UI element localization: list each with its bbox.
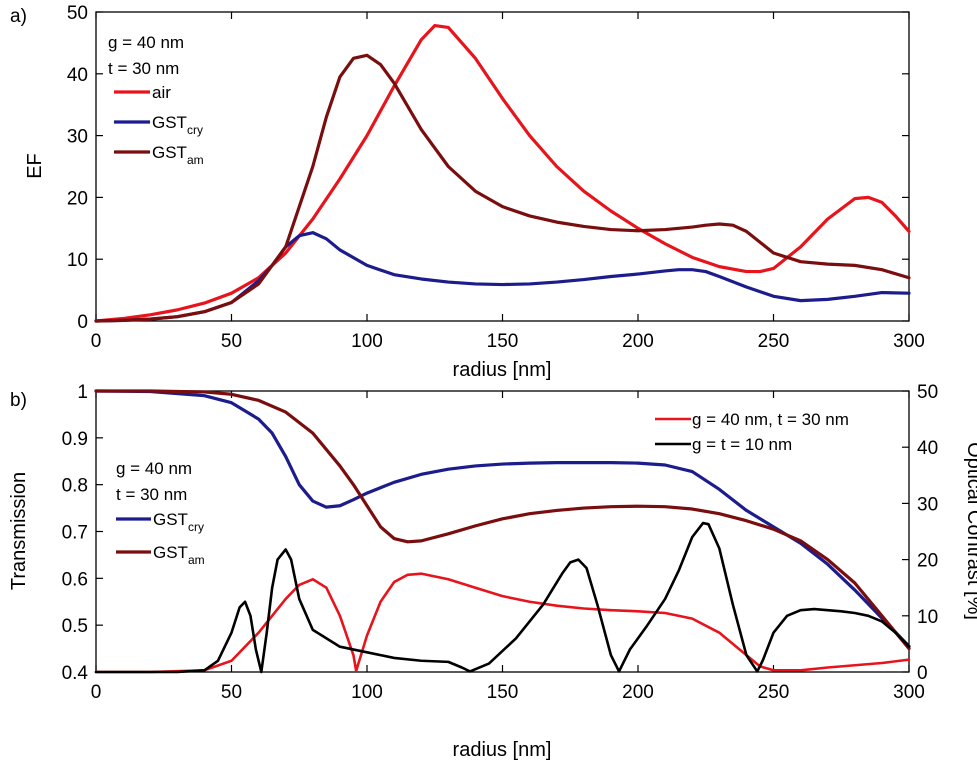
x-tick-label: 150 bbox=[487, 331, 519, 352]
series-line-g-t-10-nm bbox=[94, 521, 911, 674]
y-axis-label-a: EF bbox=[24, 153, 46, 179]
x-tick-label: 300 bbox=[893, 682, 925, 703]
legend-label-contrast-10: g = t = 10 nm bbox=[692, 435, 792, 454]
series-line-gst-am bbox=[94, 53, 911, 323]
annotation-thickness-a: t = 30 nm bbox=[108, 59, 179, 78]
panel-a: a) 0 50 100 150 200 250 300 0 10 20 30 40 50 radius… bbox=[10, 3, 925, 381]
legend-b-left: g = 40 nm t = 30 nm GSTcry GSTam bbox=[116, 459, 205, 567]
annotation-thickness-b: t = 30 nm bbox=[116, 485, 187, 504]
y-tick-label: 20 bbox=[67, 188, 88, 209]
legend-b-right: g = 40 nm, t = 30 nm g = t = 10 nm bbox=[655, 410, 849, 454]
y2-tick-label: 40 bbox=[917, 438, 938, 459]
y-tick-label: 0.6 bbox=[62, 569, 88, 590]
legend-label-gst-cry-b: GSTcry bbox=[153, 510, 204, 534]
legend-label-gst-am-b: GSTam bbox=[153, 543, 205, 567]
y-tick-label: 30 bbox=[67, 127, 88, 148]
legend-a: g = 40 nm t = 30 nm air GSTcry GSTam bbox=[108, 33, 204, 167]
plot-frame-a bbox=[95, 11, 910, 322]
x-ticks-b: 0 50 100 150 200 250 300 bbox=[91, 391, 925, 703]
x-tick-label: 50 bbox=[221, 682, 242, 703]
x-tick-label: 150 bbox=[487, 682, 519, 703]
x-tick-label: 100 bbox=[351, 331, 383, 352]
series-line-gst-cry bbox=[94, 389, 911, 648]
y-tick-label: 0 bbox=[77, 312, 88, 333]
y2-tick-label: 20 bbox=[917, 551, 938, 572]
panel-label-b: b) bbox=[10, 390, 27, 411]
y-tick-label: 0.5 bbox=[62, 616, 88, 637]
y-tick-label: 40 bbox=[67, 65, 88, 86]
panel-label-a: a) bbox=[10, 6, 27, 27]
x-tick-label: 250 bbox=[758, 682, 790, 703]
series-lines-a bbox=[94, 24, 911, 323]
y-tick-label: 50 bbox=[67, 3, 88, 24]
y-ticks-a: 0 10 20 30 40 50 bbox=[67, 3, 909, 333]
x-tick-label: 200 bbox=[622, 331, 654, 352]
panel-b: b) 0 50 100 150 200 250 300 0.40.50.60.70.80.9… bbox=[8, 382, 977, 761]
y-tick-label: 0.4 bbox=[62, 663, 89, 684]
y-tick-label: 1 bbox=[77, 382, 88, 403]
legend-label-contrast-40: g = 40 nm, t = 30 nm bbox=[692, 410, 849, 429]
x-axis-label-b: radius [nm] bbox=[453, 739, 552, 761]
x-tick-label: 0 bbox=[91, 331, 102, 352]
y-axis-label-b-left: Transmission bbox=[8, 472, 30, 590]
legend-label-gst-am: GSTam bbox=[152, 143, 204, 167]
y-ticks-b-right: 0 10 20 30 40 50 bbox=[902, 382, 938, 684]
x-tick-label: 0 bbox=[91, 682, 102, 703]
y-tick-label: 0.8 bbox=[62, 476, 88, 497]
y-tick-label: 0.7 bbox=[62, 523, 88, 544]
y2-tick-label: 50 bbox=[917, 382, 938, 403]
series-line-g-40-nm-t-30-nm bbox=[94, 572, 911, 674]
y-axis-label-b-right: Optical Contrast [%] bbox=[963, 442, 977, 620]
x-tick-label: 200 bbox=[622, 682, 654, 703]
x-tick-label: 250 bbox=[758, 331, 790, 352]
y-tick-label: 10 bbox=[67, 250, 88, 271]
y-ticks-b-left: 0.4 0.5 0.6 0.7 0.8 0.9 1 bbox=[62, 382, 103, 684]
series-line-gst-cry bbox=[94, 231, 911, 323]
series-line-air bbox=[94, 24, 911, 323]
series-line-gst-am bbox=[94, 389, 911, 651]
x-tick-label: 50 bbox=[221, 331, 242, 352]
annotation-gap-a: g = 40 nm bbox=[108, 33, 184, 52]
y2-tick-label: 30 bbox=[917, 494, 938, 515]
plot-frame-b bbox=[95, 390, 910, 673]
legend-label-gst-cry: GSTcry bbox=[152, 113, 203, 137]
x-tick-label: 300 bbox=[893, 331, 925, 352]
y-tick-label: 0.9 bbox=[62, 429, 88, 450]
legend-label-air: air bbox=[152, 83, 171, 102]
y2-tick-label: 10 bbox=[917, 607, 938, 628]
y2-tick-label: 0 bbox=[917, 663, 928, 684]
x-axis-label-a: radius [nm] bbox=[453, 359, 552, 381]
annotation-gap-b: g = 40 nm bbox=[116, 459, 192, 478]
series-lines-b bbox=[94, 389, 911, 674]
x-ticks-a: 0 50 100 150 200 250 300 bbox=[91, 12, 925, 352]
x-tick-label: 100 bbox=[351, 682, 383, 703]
